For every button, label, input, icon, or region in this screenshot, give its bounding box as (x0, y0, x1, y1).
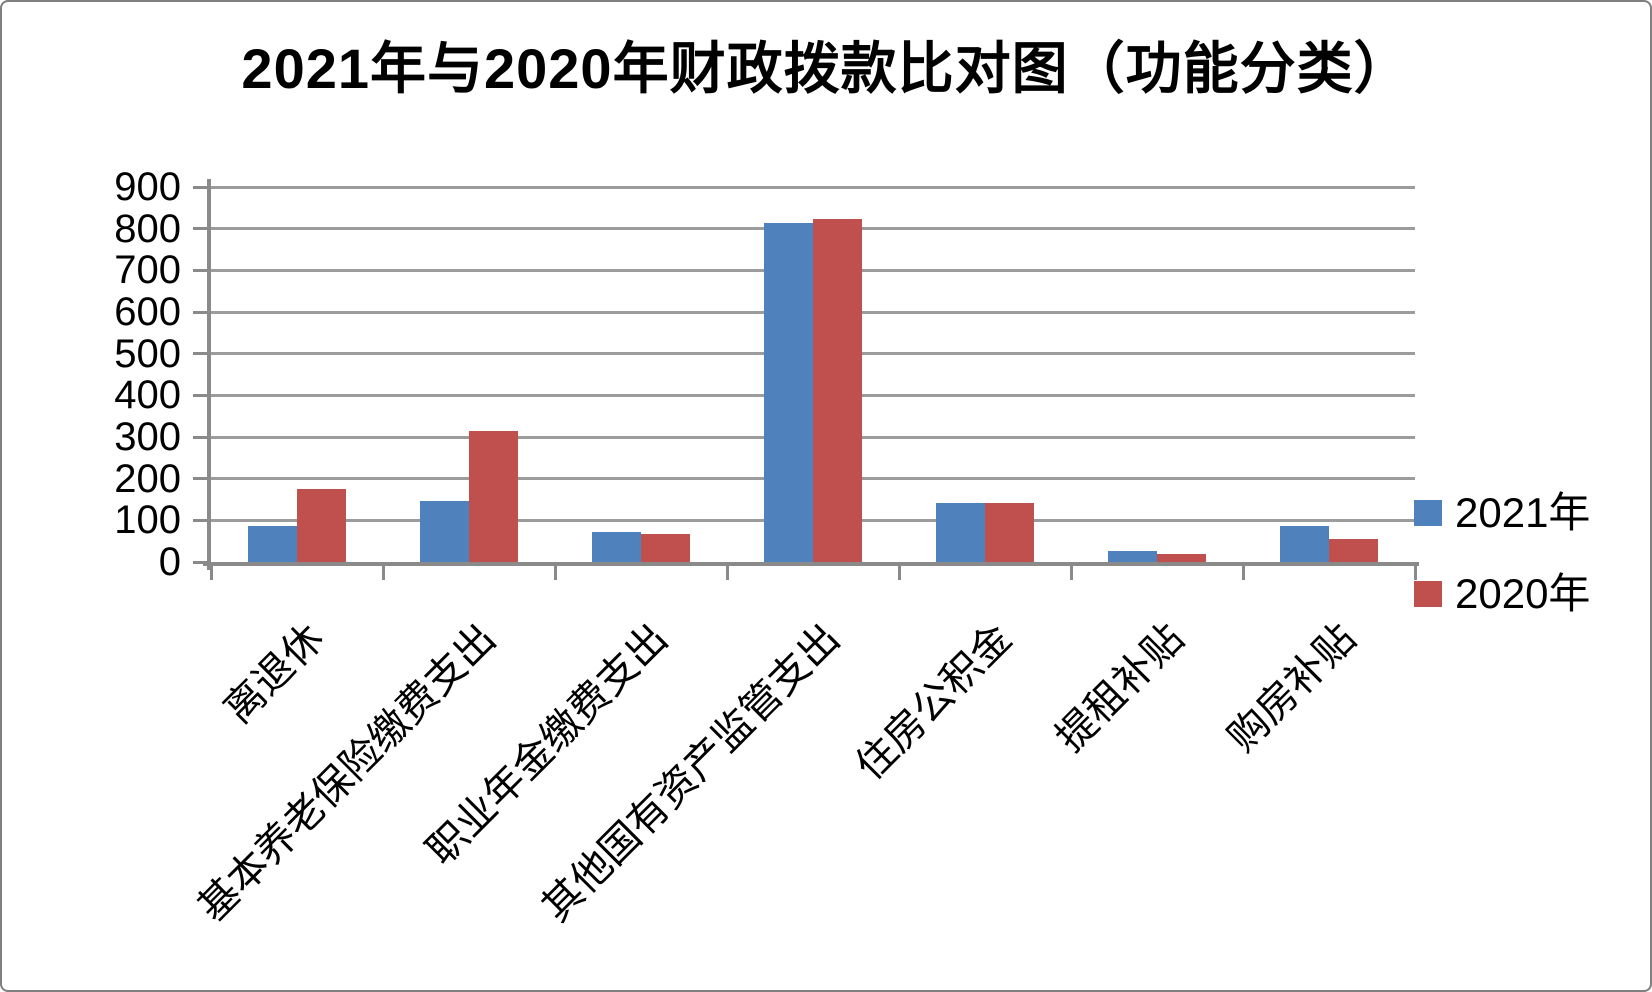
x-axis-tick (381, 566, 385, 580)
y-axis-tick-label: 800 (114, 206, 181, 251)
gridline (211, 185, 1415, 189)
y-axis-tick (193, 227, 208, 231)
plot-area: 0 100 200 300 400 500 600 700 800 900 离退休 基本养老保险缴费支… (114, 165, 1419, 930)
y-axis-tick (193, 268, 208, 272)
x-axis-label: 离退休 (216, 616, 333, 732)
y-axis-tick-label: 600 (114, 290, 181, 334)
x-axis-tick (1413, 566, 1417, 580)
y-axis-line (207, 179, 211, 570)
bar-series-1-cat-5 (1157, 553, 1206, 562)
y-axis-tick (193, 310, 208, 314)
y-axis-tick (193, 518, 208, 522)
y-axis-tick-label: 900 (114, 165, 181, 209)
chart-title: 2021年与2020年财政拨款比对图（功能分类） (241, 37, 1411, 100)
bar-series-1-cat-0 (297, 489, 346, 562)
bar-series-1-cat-2 (641, 533, 690, 562)
bar-series-1-cat-6 (1329, 538, 1378, 562)
x-axis-label: 提租补贴 (1047, 616, 1193, 761)
legend-swatch-2021-icon (1414, 500, 1442, 526)
y-axis-tick (193, 435, 208, 439)
y-axis-tick-label: 200 (114, 456, 181, 501)
x-axis-tick (725, 566, 729, 580)
y-axis-tick-label: 700 (114, 248, 181, 293)
legend-item-2021: 2021年 (1414, 489, 1590, 537)
y-axis-tick (193, 352, 208, 356)
y-axis-tick (193, 560, 208, 564)
bar-series-0-cat-4 (936, 502, 985, 562)
bar-series-0-cat-0 (248, 526, 297, 562)
x-axis-tick (897, 566, 901, 580)
legend-label-2020: 2020年 (1455, 570, 1591, 617)
x-axis-tick (209, 566, 213, 580)
bar-series-0-cat-1 (420, 501, 469, 562)
x-axis-label: 购房补贴 (1219, 616, 1365, 761)
y-axis-tick-label: 500 (114, 331, 181, 376)
bar-series-0-cat-5 (1108, 551, 1157, 562)
y-axis-tick (193, 393, 208, 397)
y-axis-tick (193, 477, 208, 481)
y-axis-tick-label: 100 (114, 498, 181, 543)
x-axis-label: 基本养老保险缴费支出 (190, 616, 505, 930)
y-axis-tick-label: 0 (158, 540, 181, 584)
x-axis-tick (1241, 566, 1245, 580)
y-axis-tick (193, 185, 208, 189)
legend: 2021年 2020年 (1414, 489, 1590, 618)
legend-swatch-2020-icon (1414, 581, 1442, 607)
x-axis-tick (1069, 566, 1073, 580)
y-axis-tick-label: 300 (114, 415, 181, 459)
legend-label-2021: 2021年 (1455, 489, 1591, 536)
x-axis-label: 住房公积金 (847, 616, 1021, 789)
x-axis-line (203, 562, 1419, 566)
bar-series-0-cat-2 (592, 532, 641, 562)
bar-series-0-cat-3 (764, 223, 813, 562)
bar-series-0-cat-6 (1280, 526, 1329, 562)
x-axis-label: 其他国有资产监管支出 (534, 616, 849, 930)
y-axis-tick-label: 400 (114, 373, 181, 418)
bar-series-1-cat-1 (469, 431, 518, 562)
x-axis-tick (553, 566, 557, 580)
legend-item-2020: 2020年 (1414, 570, 1590, 618)
bar-series-1-cat-3 (813, 218, 862, 562)
bar-series-1-cat-4 (985, 502, 1034, 562)
